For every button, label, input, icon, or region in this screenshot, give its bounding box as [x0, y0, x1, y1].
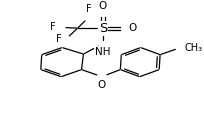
Text: O: O — [98, 80, 106, 90]
Text: O: O — [99, 1, 107, 11]
Text: S: S — [99, 22, 107, 35]
Text: NH: NH — [95, 47, 111, 57]
Text: CH₃: CH₃ — [184, 43, 202, 53]
Text: F: F — [50, 22, 56, 32]
Text: F: F — [85, 4, 91, 14]
Text: O: O — [129, 23, 137, 33]
Text: F: F — [56, 34, 62, 44]
